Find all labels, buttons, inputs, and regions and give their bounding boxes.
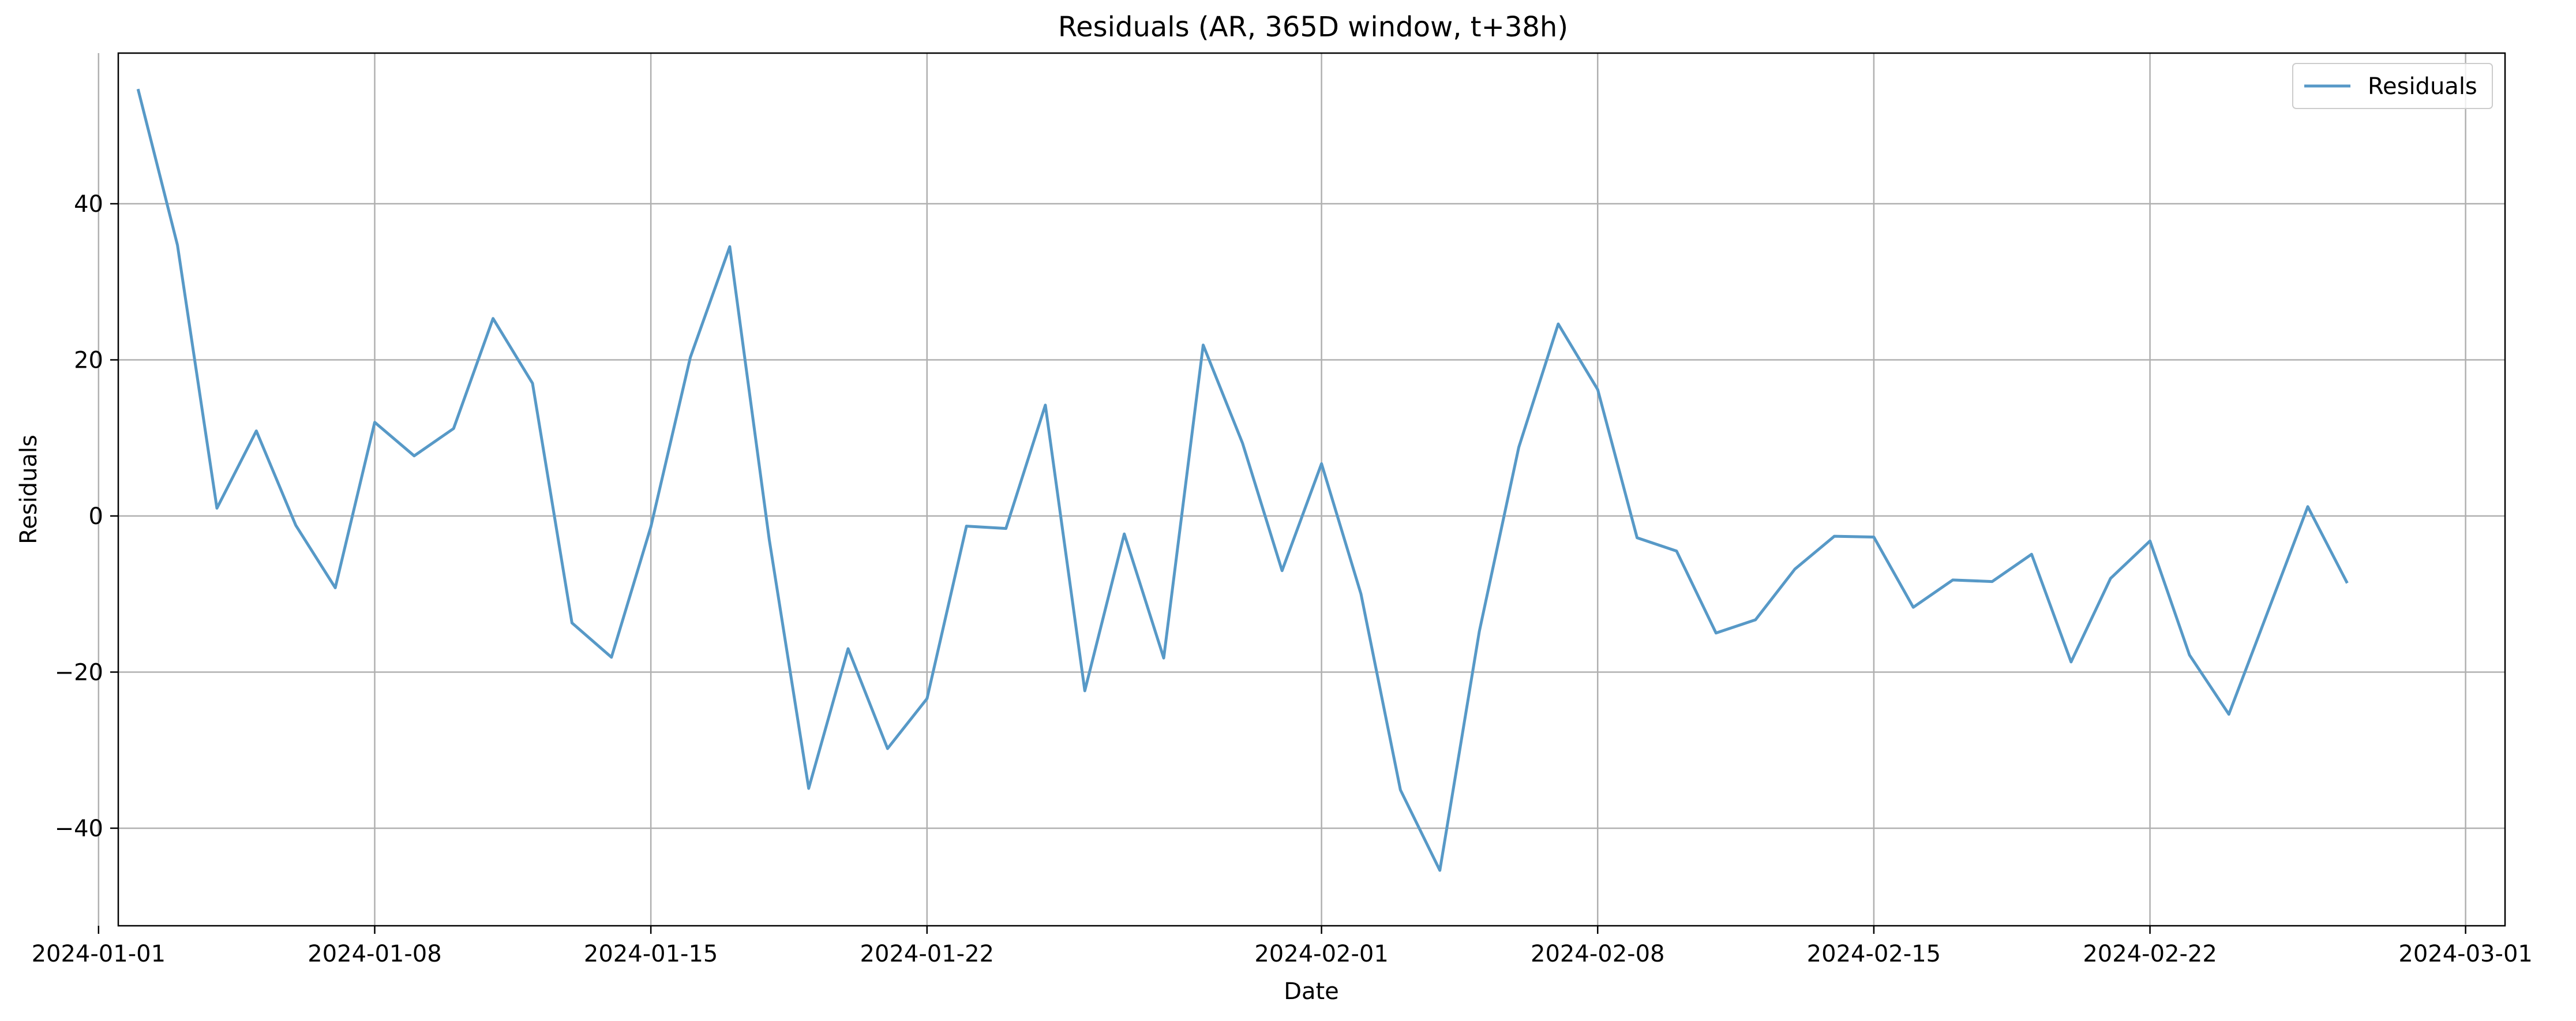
- y-axis-ticks: −40 −20 0 20 40: [55, 191, 118, 842]
- plot-frame: [117, 52, 2506, 927]
- x-tick-label: 2024-02-15: [1807, 941, 1941, 967]
- x-tick-label: 2024-02-22: [2083, 941, 2217, 967]
- x-tick-label: 2024-02-08: [1531, 941, 1664, 967]
- legend-box: [2292, 63, 2493, 109]
- chart-title: Residuals (AR, 365D window, t+38h): [1058, 11, 1568, 43]
- y-axis-label: Residuals: [16, 435, 42, 544]
- series-layer: [136, 88, 2349, 872]
- x-tick-label: 2024-03-01: [2398, 941, 2532, 967]
- x-tick-label: 2024-01-01: [32, 941, 166, 967]
- series-line-residuals: [136, 88, 2349, 872]
- x-tick-label: 2024-01-08: [308, 941, 441, 967]
- grid-lines: [98, 53, 2505, 926]
- y-tick-label: 20: [74, 347, 103, 373]
- x-axis-ticks: 2024-01-01 2024-01-08 2024-01-15 2024-01-22…: [32, 926, 2533, 967]
- y-tick-label: −20: [55, 659, 103, 686]
- x-axis-label: Date: [1284, 978, 1339, 1005]
- x-tick-label: 2024-02-01: [1254, 941, 1388, 967]
- legend: Residuals: [2292, 63, 2493, 109]
- y-tick-label: −40: [55, 816, 103, 842]
- x-tick-label: 2024-01-15: [584, 941, 718, 967]
- x-tick-label: 2024-01-22: [860, 941, 994, 967]
- legend-label: Residuals: [2368, 73, 2477, 100]
- y-tick-label: 40: [74, 191, 103, 218]
- y-tick-label: 0: [89, 503, 103, 530]
